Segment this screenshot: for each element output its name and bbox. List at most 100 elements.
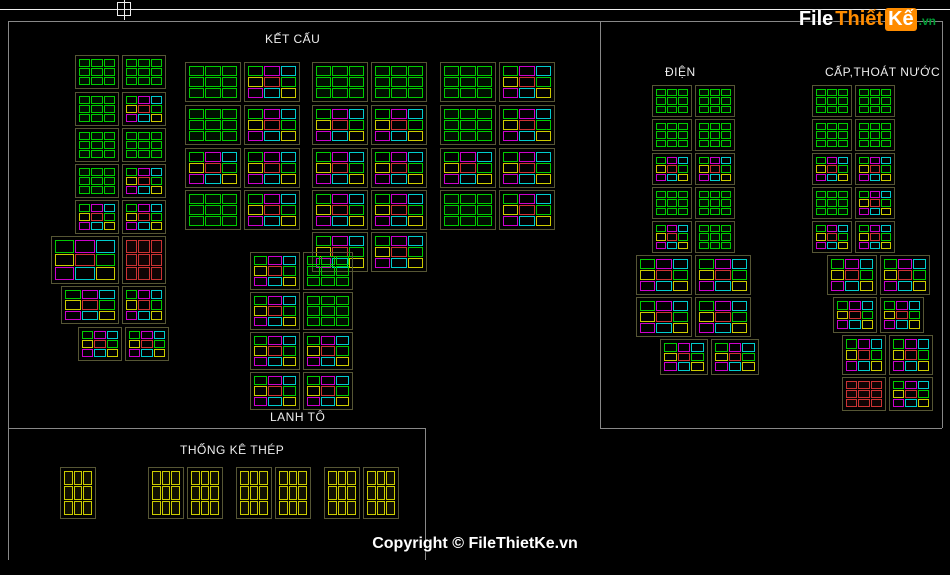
logo-part-file: File bbox=[799, 8, 833, 31]
drawing-frame[interactable] bbox=[440, 148, 496, 188]
drawing-frame[interactable] bbox=[855, 119, 895, 151]
drawing-thumbnail bbox=[859, 89, 891, 113]
drawing-frame[interactable] bbox=[122, 236, 166, 284]
drawing-frame[interactable] bbox=[695, 255, 751, 295]
drawing-frame[interactable] bbox=[60, 467, 96, 519]
drawing-frame[interactable] bbox=[312, 62, 368, 102]
cad-canvas[interactable]: KẾT CẤULANH TÔĐIỆNCẤP,THOÁT NƯỚCTHỐNG KÊ… bbox=[0, 0, 950, 575]
drawing-frame[interactable] bbox=[695, 297, 751, 337]
drawing-frame[interactable] bbox=[244, 148, 300, 188]
drawing-frame[interactable] bbox=[122, 200, 166, 234]
drawing-frame[interactable] bbox=[244, 105, 300, 145]
drawing-frame[interactable] bbox=[499, 105, 555, 145]
drawing-frame[interactable] bbox=[122, 164, 166, 198]
drawing-frame[interactable] bbox=[148, 467, 184, 519]
drawing-frame[interactable] bbox=[275, 467, 311, 519]
drawing-frame[interactable] bbox=[812, 187, 852, 219]
drawing-frame[interactable] bbox=[61, 286, 119, 324]
drawing-frame[interactable] bbox=[185, 105, 241, 145]
drawing-frame[interactable] bbox=[695, 85, 735, 117]
drawing-frame[interactable] bbox=[812, 119, 852, 151]
drawing-frame[interactable] bbox=[250, 252, 300, 290]
drawing-frame[interactable] bbox=[250, 372, 300, 410]
drawing-frame[interactable] bbox=[371, 105, 427, 145]
drawing-frame[interactable] bbox=[880, 297, 924, 333]
drawing-frame[interactable] bbox=[855, 221, 895, 253]
drawing-frame[interactable] bbox=[312, 148, 368, 188]
drawing-frame[interactable] bbox=[75, 92, 119, 126]
drawing-frame[interactable] bbox=[652, 119, 692, 151]
drawing-frame[interactable] bbox=[842, 335, 886, 375]
drawing-thumbnail bbox=[846, 381, 882, 407]
drawing-frame[interactable] bbox=[812, 85, 852, 117]
drawing-frame[interactable] bbox=[827, 255, 877, 295]
drawing-frame[interactable] bbox=[244, 62, 300, 102]
drawing-frame[interactable] bbox=[440, 62, 496, 102]
drawing-frame[interactable] bbox=[185, 148, 241, 188]
drawing-frame[interactable] bbox=[855, 85, 895, 117]
drawing-thumbnail bbox=[126, 240, 162, 280]
drawing-frame[interactable] bbox=[855, 187, 895, 219]
drawing-frame[interactable] bbox=[324, 467, 360, 519]
drawing-frame[interactable] bbox=[250, 292, 300, 330]
drawing-frame[interactable] bbox=[312, 190, 368, 230]
drawing-frame[interactable] bbox=[652, 187, 692, 219]
drawing-frame[interactable] bbox=[880, 255, 930, 295]
drawing-frame[interactable] bbox=[812, 221, 852, 253]
drawing-frame[interactable] bbox=[75, 128, 119, 162]
section-border-segment bbox=[8, 21, 9, 560]
drawing-frame[interactable] bbox=[51, 236, 119, 284]
drawing-frame[interactable] bbox=[499, 62, 555, 102]
drawing-frame[interactable] bbox=[187, 467, 223, 519]
drawing-thumbnail bbox=[816, 157, 848, 181]
drawing-frame[interactable] bbox=[695, 119, 735, 151]
drawing-thumbnail bbox=[375, 66, 423, 98]
drawing-frame[interactable] bbox=[244, 190, 300, 230]
drawing-frame[interactable] bbox=[122, 128, 166, 162]
drawing-frame[interactable] bbox=[889, 377, 933, 411]
drawing-frame[interactable] bbox=[236, 467, 272, 519]
drawing-frame[interactable] bbox=[185, 190, 241, 230]
drawing-frame[interactable] bbox=[371, 62, 427, 102]
drawing-thumbnail bbox=[248, 152, 296, 184]
drawing-frame[interactable] bbox=[652, 85, 692, 117]
drawing-frame[interactable] bbox=[122, 286, 166, 324]
drawing-frame[interactable] bbox=[303, 332, 353, 370]
drawing-frame[interactable] bbox=[371, 190, 427, 230]
drawing-frame[interactable] bbox=[695, 221, 735, 253]
drawing-frame[interactable] bbox=[122, 92, 166, 126]
drawing-frame[interactable] bbox=[636, 255, 692, 295]
drawing-frame[interactable] bbox=[371, 232, 427, 272]
drawing-frame[interactable] bbox=[499, 148, 555, 188]
drawing-frame[interactable] bbox=[303, 372, 353, 410]
drawing-thumbnail bbox=[831, 259, 873, 291]
drawing-frame[interactable] bbox=[75, 200, 119, 234]
drawing-frame[interactable] bbox=[842, 377, 886, 411]
drawing-frame[interactable] bbox=[833, 297, 877, 333]
drawing-frame[interactable] bbox=[652, 153, 692, 185]
drawing-frame[interactable] bbox=[303, 252, 353, 290]
drawing-frame[interactable] bbox=[303, 292, 353, 330]
drawing-frame[interactable] bbox=[312, 105, 368, 145]
drawing-frame[interactable] bbox=[660, 339, 708, 375]
drawing-frame[interactable] bbox=[499, 190, 555, 230]
drawing-frame[interactable] bbox=[711, 339, 759, 375]
drawing-frame[interactable] bbox=[185, 62, 241, 102]
drawing-frame[interactable] bbox=[440, 105, 496, 145]
drawing-frame[interactable] bbox=[812, 153, 852, 185]
drawing-frame[interactable] bbox=[695, 187, 735, 219]
drawing-frame[interactable] bbox=[855, 153, 895, 185]
drawing-frame[interactable] bbox=[652, 221, 692, 253]
drawing-frame[interactable] bbox=[122, 55, 166, 89]
drawing-frame[interactable] bbox=[695, 153, 735, 185]
drawing-frame[interactable] bbox=[889, 335, 933, 375]
drawing-frame[interactable] bbox=[78, 327, 122, 361]
drawing-frame[interactable] bbox=[636, 297, 692, 337]
drawing-frame[interactable] bbox=[75, 55, 119, 89]
drawing-frame[interactable] bbox=[250, 332, 300, 370]
drawing-frame[interactable] bbox=[125, 327, 169, 361]
drawing-frame[interactable] bbox=[371, 148, 427, 188]
drawing-frame[interactable] bbox=[363, 467, 399, 519]
drawing-frame[interactable] bbox=[75, 164, 119, 198]
drawing-frame[interactable] bbox=[440, 190, 496, 230]
